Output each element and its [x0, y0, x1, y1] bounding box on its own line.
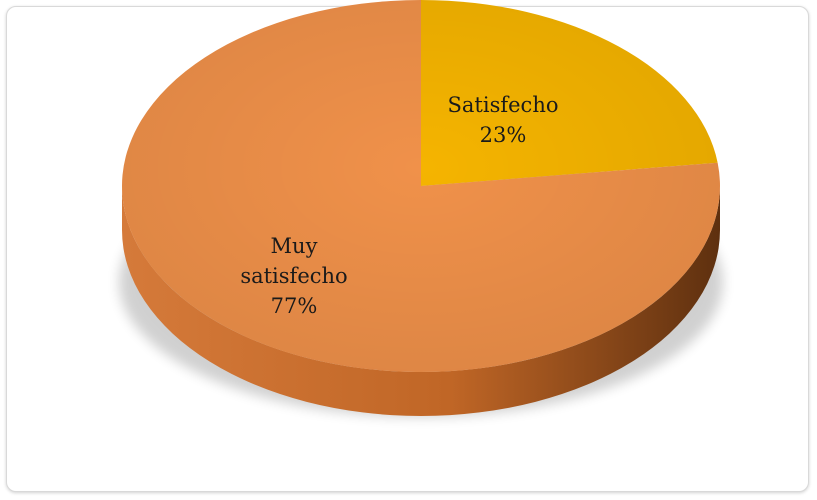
- slice-label-muy-satisfecho: Muy satisfecho 77%: [240, 234, 347, 318]
- pie-side: [122, 186, 720, 416]
- slice-label-satisfecho: Satisfecho 23%: [448, 93, 559, 147]
- labels-group: Muy satisfecho 77% Satisfecho 23%: [240, 93, 558, 318]
- pie-top-shade: [122, 0, 720, 372]
